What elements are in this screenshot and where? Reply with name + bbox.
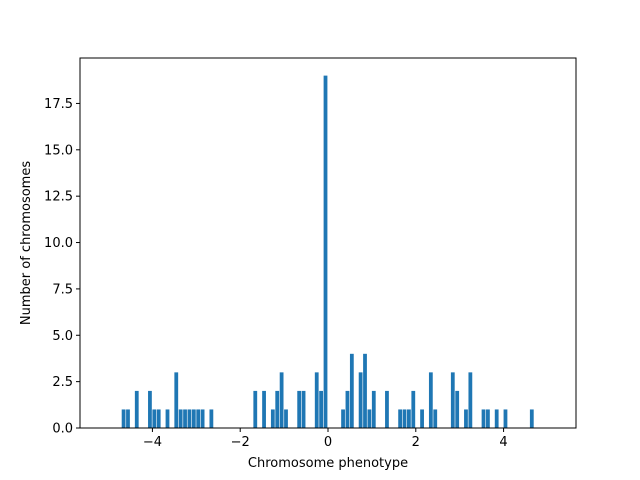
bar [367, 409, 372, 428]
y-tick-label: 17.5 [44, 97, 73, 112]
bar [450, 372, 455, 428]
y-tick-label: 0.0 [52, 422, 73, 437]
bar [121, 409, 126, 428]
bar [196, 409, 201, 428]
bar [178, 409, 183, 428]
bar [420, 409, 424, 428]
bar [301, 390, 306, 428]
bars [121, 75, 534, 428]
bar [468, 372, 473, 428]
bar [297, 390, 302, 428]
bar [345, 390, 350, 428]
bar [279, 372, 284, 428]
bar [371, 390, 376, 428]
bar [174, 372, 179, 428]
y-tick-label: 15.0 [44, 143, 73, 158]
bar [319, 390, 324, 428]
bar [503, 409, 508, 428]
bar [209, 409, 214, 428]
bar [253, 390, 258, 428]
bar [428, 372, 433, 428]
y-tick-label: 2.5 [52, 375, 73, 390]
y-tick-label: 5.0 [52, 329, 73, 344]
bar [183, 409, 187, 428]
y-tick-label: 7.5 [52, 282, 73, 297]
bar [349, 353, 354, 428]
bar [191, 409, 196, 428]
bar [200, 409, 205, 428]
bar [341, 409, 345, 428]
y-tick-label: 10.0 [44, 236, 73, 251]
bar [402, 409, 407, 428]
bar [494, 409, 499, 428]
bar [275, 390, 280, 428]
x-axis-label: Chromosome phenotype [248, 456, 408, 471]
bar [262, 390, 266, 428]
bar [455, 390, 460, 428]
bar [187, 409, 192, 428]
bar [165, 409, 170, 428]
bar [358, 372, 363, 428]
y-axis-label: Number of chromosomes [19, 161, 34, 325]
bar [486, 409, 490, 428]
bar [398, 409, 403, 428]
bar [529, 409, 534, 428]
bar [148, 390, 152, 428]
bar [284, 409, 288, 428]
x-axis: −4 −2 0 2 4 [143, 428, 508, 450]
bar [411, 390, 416, 428]
bar [481, 409, 486, 428]
y-axis: 0.0 2.5 5.0 7.5 10.0 12.5 15.0 17.5 [44, 97, 80, 437]
x-tick-label: −2 [231, 435, 250, 450]
bar [464, 409, 468, 428]
bar [314, 372, 319, 428]
bar [152, 409, 157, 428]
bar [126, 409, 130, 428]
bar [433, 409, 438, 428]
bar [156, 409, 161, 428]
bar [323, 75, 328, 428]
bar [363, 353, 367, 428]
bar [134, 390, 139, 428]
y-tick-label: 12.5 [44, 190, 73, 205]
bar [407, 409, 411, 428]
x-tick-label: 2 [412, 435, 420, 450]
bar [270, 409, 275, 428]
bar [385, 390, 389, 428]
axes-frame [79, 57, 577, 429]
x-tick-label: −4 [143, 435, 162, 450]
x-tick-label: 4 [499, 435, 507, 450]
x-tick-label: 0 [324, 435, 332, 450]
